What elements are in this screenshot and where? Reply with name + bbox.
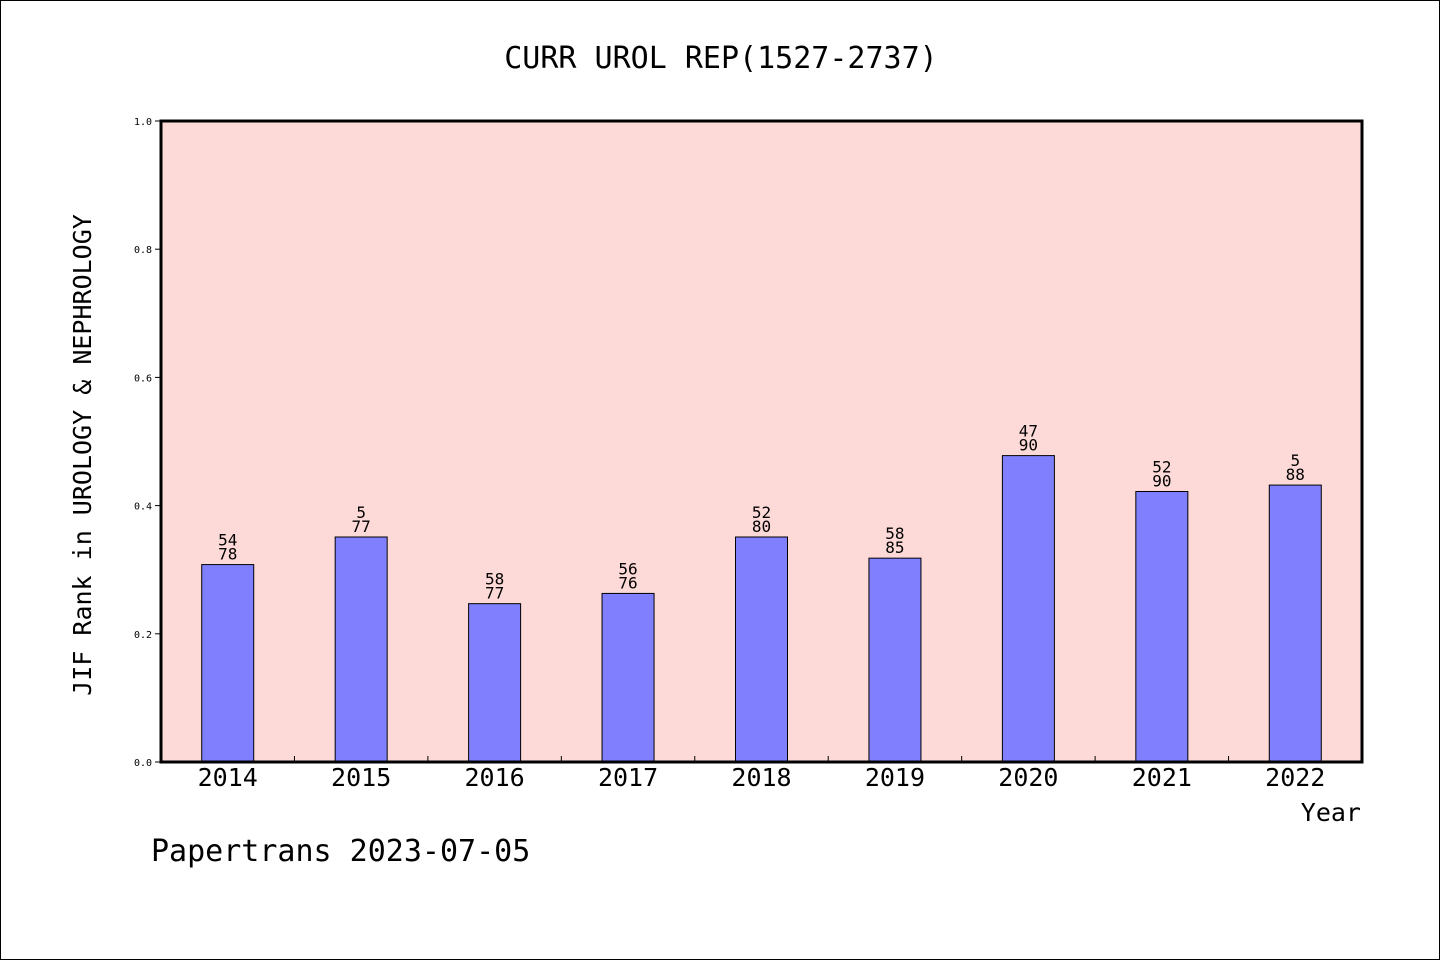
- bar-label-bottom-2020: 90: [1019, 436, 1038, 455]
- bar-2016: [468, 603, 522, 763]
- x-tick-label-2015: 2015: [331, 763, 391, 792]
- bar-label-top-2022: 5: [1290, 451, 1300, 470]
- bar-label-bottom-2017: 76: [618, 573, 637, 592]
- bar-2021: [1135, 490, 1189, 763]
- y-tick-label-0.6: 0.6: [134, 373, 152, 384]
- x-axis-label: Year: [1301, 798, 1361, 827]
- chart-title: CURR UROL REP(1527-2737): [504, 41, 937, 76]
- watermark-text: Papertrans 2023-07-05: [151, 834, 531, 869]
- bar-label-top-2021: 52: [1152, 457, 1171, 476]
- bar-label-top-2016: 58: [485, 570, 504, 589]
- bar-2015: [334, 536, 388, 763]
- bar-2020: [1001, 455, 1055, 763]
- y-tick-label-1.0: 1.0: [134, 117, 152, 128]
- bar-label-bottom-2014: 78: [218, 545, 237, 564]
- x-tick-label-2021: 2021: [1132, 763, 1192, 792]
- y-tick-label-0.4: 0.4: [134, 502, 152, 513]
- bar-label-bottom-2022: 88: [1286, 465, 1305, 484]
- bar-2019: [868, 557, 922, 763]
- x-tick-label-2020: 2020: [998, 763, 1058, 792]
- x-tick-label-2016: 2016: [465, 763, 525, 792]
- x-tick-label-2022: 2022: [1265, 763, 1325, 792]
- bar-label-top-2017: 56: [618, 559, 637, 578]
- x-tick-label-2014: 2014: [198, 763, 258, 792]
- y-tick-label-0.8: 0.8: [134, 245, 152, 256]
- bar-label-bottom-2021: 90: [1152, 471, 1171, 490]
- bar-2014: [201, 564, 255, 763]
- y-tick-label-0.0: 0.0: [134, 758, 152, 769]
- bar-label-bottom-2015: 77: [352, 517, 371, 536]
- bar-label-bottom-2019: 85: [885, 538, 904, 557]
- y-axis-label: JIF Rank in UROLOGY & NEPHROLOGY: [68, 214, 97, 696]
- bars-group: [201, 455, 1322, 763]
- bar-2017: [601, 592, 655, 763]
- bar-label-top-2014: 54: [218, 531, 237, 550]
- bar-label-bottom-2018: 80: [752, 517, 771, 536]
- y-axis-ticks: 0.0 0.2 0.4 0.6 0.8 1.0: [134, 117, 161, 769]
- x-axis-ticks: 2014 2015 2016 2017 2018 2019 2020 2021 2022: [198, 756, 1325, 792]
- x-tick-label-2018: 2018: [731, 763, 791, 792]
- y-tick-label-0.2: 0.2: [134, 630, 152, 641]
- bar-label-top-2019: 58: [885, 524, 904, 543]
- bar-2018: [735, 536, 788, 763]
- x-tick-label-2019: 2019: [865, 763, 925, 792]
- bar-2022: [1268, 484, 1322, 763]
- x-tick-label-2017: 2017: [598, 763, 658, 792]
- bar-label-top-2020: 47: [1019, 422, 1038, 441]
- bar-label-top-2018: 52: [752, 503, 771, 522]
- bar-label-bottom-2016: 77: [485, 584, 504, 603]
- plot-border: [159, 119, 1364, 764]
- bar-label-top-2015: 5: [356, 503, 366, 522]
